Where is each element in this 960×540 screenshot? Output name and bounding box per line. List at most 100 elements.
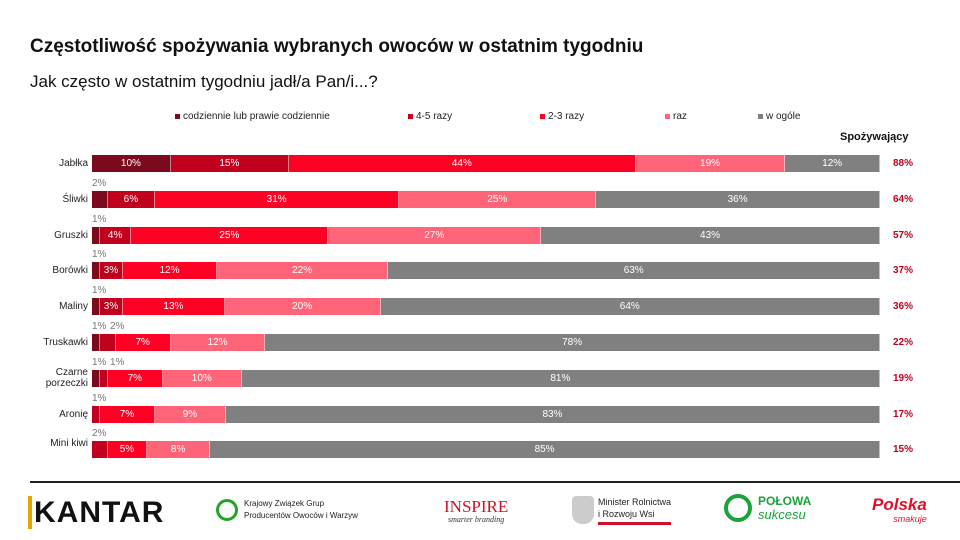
bar-segment: 4% [99, 226, 132, 244]
bar-segment [92, 441, 108, 459]
bar-row: Czarne porzeczki 1% 1% 7% 10% 81% 19% [0, 357, 960, 389]
bar-segment: 7% [115, 334, 171, 351]
bar-row: Maliny 1% 3% 13% 20% 64% 36% [0, 285, 960, 316]
legend-label: w ogóle [766, 111, 801, 122]
consumers-value: 37% [893, 265, 914, 277]
data-label: 31% [266, 193, 287, 205]
bar-segment [92, 262, 100, 280]
data-label: 43% [700, 229, 721, 241]
data-label: 12% [159, 265, 180, 277]
bar-segment: 43% [541, 226, 880, 244]
bar-segment [92, 298, 100, 316]
legend-label: codziennie lub prawie codziennie [183, 111, 330, 122]
bar-row: Aronię 1% 7% 9% 83% 17% [0, 393, 960, 423]
category-label: Borówki [52, 265, 88, 277]
consumers-header: Spożywający [840, 131, 909, 143]
data-label: 2% [92, 177, 107, 189]
bar-segment [92, 369, 100, 387]
data-label: 22% [292, 265, 313, 277]
stacked-bar: 2% 5% 8% 85% [92, 428, 880, 459]
bar-segment: 25% [131, 226, 329, 244]
bar-segment: 12% [170, 334, 266, 351]
data-label: 12% [822, 158, 843, 169]
data-label: 2% [110, 321, 125, 332]
bar-segment [92, 190, 108, 208]
consumers-value: 36% [893, 301, 914, 313]
data-label: 15% [219, 158, 240, 169]
data-label: 6% [123, 193, 139, 205]
consumers-value: 19% [893, 372, 914, 384]
bar-segment: 6% [107, 190, 156, 208]
stacked-bar: 1% 1% 7% 10% 81% [92, 357, 880, 387]
data-label: 1% [110, 356, 125, 368]
legend-item: w ogóle [758, 111, 800, 122]
data-label: 3% [103, 301, 119, 313]
data-label: 7% [135, 337, 150, 348]
legend-label: 4-5 razy [416, 111, 453, 122]
data-label: 10% [120, 158, 141, 169]
category-label: Śliwki [62, 193, 88, 205]
consumers-value: 64% [893, 193, 914, 205]
bar-segment: 12% [785, 155, 880, 172]
bar-segment [99, 369, 108, 387]
category-label: Aronię [59, 408, 88, 420]
bar-segment: 3% [99, 262, 124, 280]
category-label: Maliny [59, 301, 88, 313]
category-label: Czarne porzeczki [45, 366, 88, 389]
inspire-logo: INSPIRE smarter branding [444, 497, 509, 524]
legend-item: 2-3 razy [540, 111, 584, 122]
category-label: Truskawki [43, 337, 88, 348]
data-label: 78% [562, 337, 583, 348]
legend-swatch [175, 113, 180, 119]
bar-segment: 64% [380, 298, 880, 316]
bar-segment: 83% [225, 405, 880, 423]
kzgp-emblem-icon [216, 499, 238, 521]
bar-row: Truskawki 1% 2% 7% 12% 78% 22% [0, 321, 960, 351]
data-label: 7% [127, 372, 143, 384]
stacked-bar: 2% 6% 31% 25% 36% [92, 178, 880, 208]
consumers-value: 22% [893, 337, 914, 348]
legend-item: 4-5 razy [408, 111, 452, 122]
bar-segment [92, 405, 100, 423]
data-label: 1% [92, 249, 107, 261]
bar-row: Mini kiwi 2% 5% 8% 85% 15% [0, 428, 960, 459]
divider [30, 481, 960, 483]
bar-segment: 36% [596, 190, 880, 208]
bar-segment [99, 334, 116, 351]
legend-item: codziennie lub prawie codziennie [175, 111, 330, 122]
polska-smakuje-logo: Polska smakuje [872, 495, 927, 525]
ministry-logo: Minister Rolnictwa i Rozwoju Wsi [572, 496, 672, 525]
bar-segment: 27% [328, 226, 542, 244]
consumers-value: 17% [893, 408, 914, 420]
bar-segment: 9% [155, 405, 226, 423]
polowa-sukcesu-logo: POŁOWA sukcesu [724, 494, 811, 522]
stacked-bar: 1% 4% 25% 27% 43% [92, 214, 880, 244]
consumers-value: 88% [893, 158, 914, 169]
consumers-value: 15% [893, 444, 914, 456]
legend-swatch [408, 113, 413, 119]
bar-segment: 85% [210, 441, 880, 459]
bar-segment: 10% [92, 155, 171, 172]
legend-label: raz [673, 111, 687, 122]
logo-bar: KANTAR Krajowy Związek Grup Producentów O… [0, 494, 960, 534]
bar-segment: 20% [224, 298, 381, 316]
data-label: 81% [550, 372, 571, 384]
category-label: Mini kiwi [50, 438, 88, 450]
bar-segment: 78% [265, 334, 880, 351]
bar-row: Jabłka 10% 15% 44% 19% 12% 88% [0, 155, 960, 172]
data-label: 25% [487, 193, 508, 205]
data-label: 25% [219, 229, 240, 241]
chart-subtitle: Jak często w ostatnim tygodniu jadł/a Pa… [30, 72, 378, 91]
bar-segment: 63% [388, 262, 880, 280]
data-label: 1% [92, 213, 107, 225]
data-label: 20% [292, 301, 313, 313]
data-label: 5% [119, 444, 135, 456]
data-label: 1% [92, 392, 107, 404]
chart-title: Częstotliwość spożywania wybranych owocó… [30, 36, 644, 57]
bar-segment: 7% [99, 405, 156, 423]
bar-segment: 25% [399, 190, 597, 208]
stacked-bar: 1% 2% 7% 12% 78% [92, 321, 880, 351]
bar-segment: 8% [147, 441, 211, 459]
data-label: 4% [107, 229, 123, 241]
bar-segment: 7% [107, 369, 163, 387]
